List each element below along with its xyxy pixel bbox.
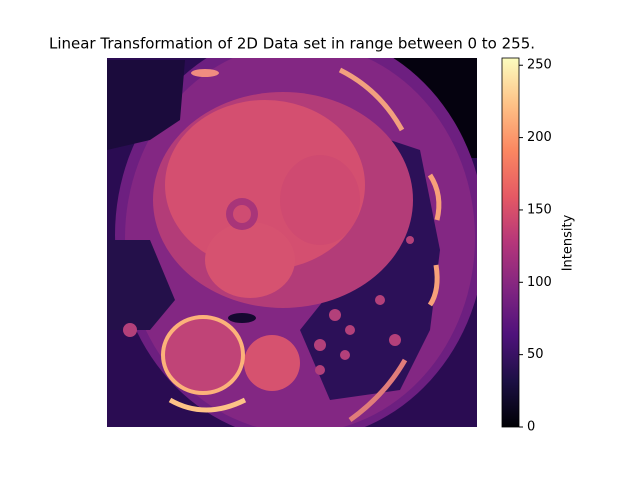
colorbar-tick-label: 0 [527, 420, 535, 435]
colorbar-tick-label: 150 [527, 202, 552, 217]
colorbar-tick-label: 100 [527, 275, 552, 290]
ct-image [107, 58, 477, 427]
colorbar-tick-label: 200 [527, 130, 552, 145]
colorbar-label: Intensity [561, 214, 576, 271]
chart-title: Linear Transformation of 2D Data set in … [49, 35, 535, 53]
colorbar-tick-label: 50 [527, 347, 544, 362]
colorbar-tick-label: 250 [527, 58, 552, 73]
colorbar [501, 57, 520, 428]
